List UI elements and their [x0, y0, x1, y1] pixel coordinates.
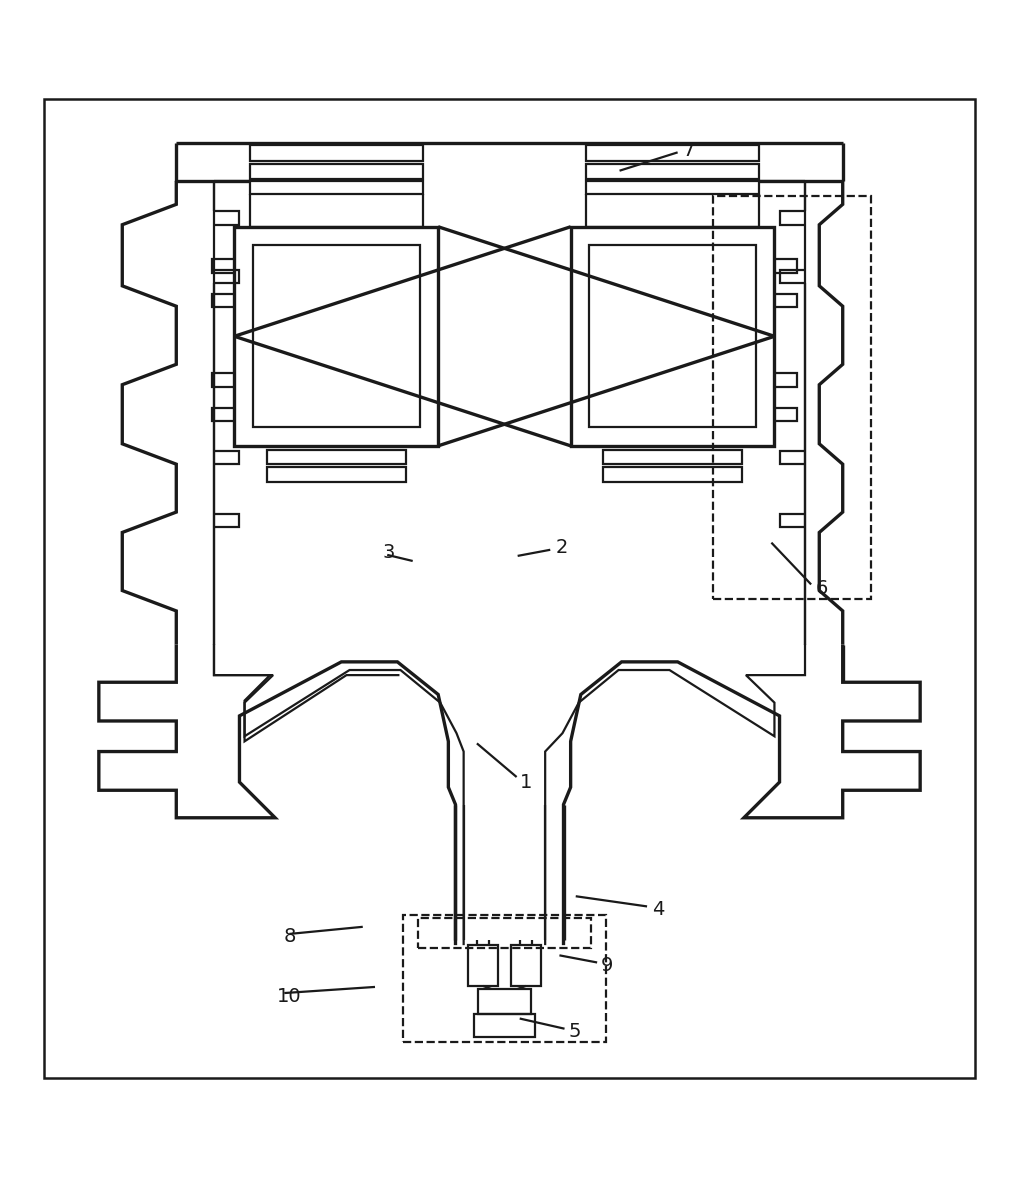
Bar [250, 164, 423, 179]
Bar [468, 945, 498, 986]
Text: 10: 10 [277, 986, 302, 1005]
Text: 6: 6 [815, 579, 827, 598]
Text: 1: 1 [520, 772, 532, 792]
Bar [267, 467, 406, 481]
Text: 7: 7 [683, 141, 695, 160]
Text: 9: 9 [601, 956, 613, 975]
Bar [571, 227, 774, 446]
Bar [586, 181, 759, 194]
Bar [603, 450, 742, 464]
Bar [418, 918, 591, 949]
Bar [478, 989, 531, 1015]
Bar [267, 450, 406, 464]
Text: 8: 8 [283, 927, 296, 946]
Bar [603, 467, 742, 481]
Text: 2: 2 [555, 538, 568, 557]
Bar [234, 227, 438, 446]
Bar [511, 945, 541, 986]
Bar [586, 145, 759, 160]
Bar [250, 181, 423, 194]
Text: 3: 3 [382, 544, 394, 563]
Bar [586, 164, 759, 179]
Bar [250, 145, 423, 160]
Bar [474, 1015, 535, 1037]
Bar [253, 245, 420, 427]
Text: 4: 4 [652, 900, 664, 919]
Text: 5: 5 [569, 1023, 581, 1042]
Bar [589, 245, 756, 427]
Bar [403, 915, 606, 1042]
Bar [713, 197, 871, 599]
